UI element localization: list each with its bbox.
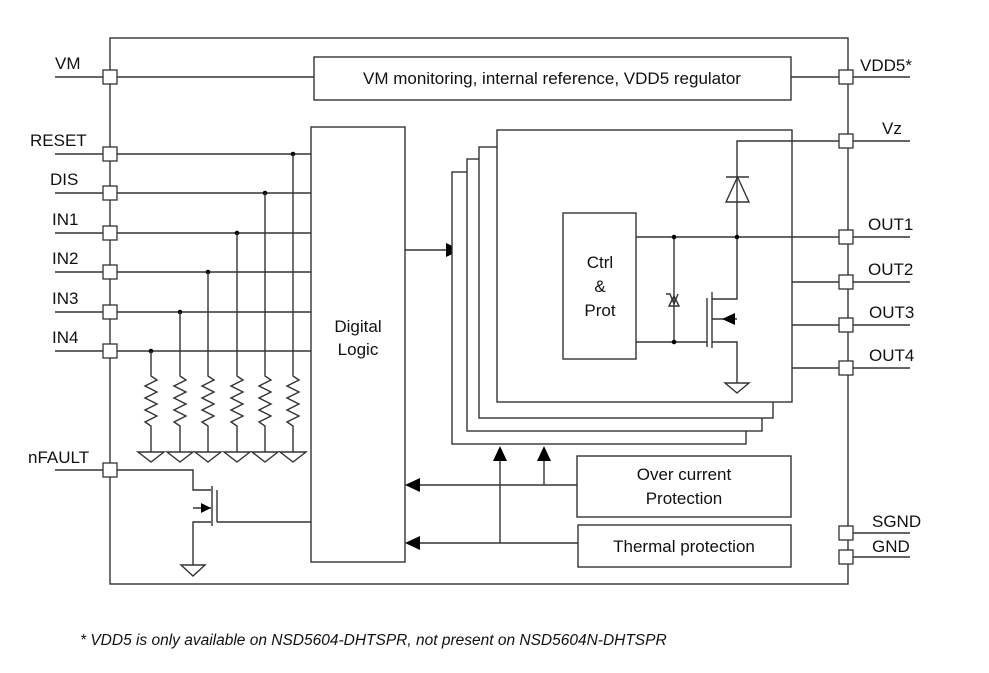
pin-label-vm: VM	[55, 54, 81, 73]
pulldown-resistor	[221, 230, 253, 463]
pin-pad-icon	[838, 229, 854, 245]
channel-1-block	[496, 129, 793, 403]
footnote: * VDD5 is only available on NSD5604-DHTS…	[80, 632, 667, 649]
vm-monitor-label: VM monitoring, internal reference, VDD5 …	[363, 69, 741, 88]
ground-icon	[135, 451, 167, 463]
resistor-icon	[172, 312, 188, 452]
ctrl-prot-block	[562, 212, 637, 360]
pins	[102, 69, 854, 565]
pin-label-gnd: GND	[872, 537, 910, 556]
pin-label-out4: OUT4	[869, 346, 914, 365]
pin-pad-icon	[102, 343, 118, 359]
pin-label-dis: DIS	[50, 170, 78, 189]
pin-pad-icon	[102, 69, 118, 85]
resistor-icon	[257, 193, 273, 452]
vm-monitor-block	[313, 56, 792, 101]
input-wires	[55, 153, 311, 352]
pulldown-resistor	[192, 269, 224, 463]
pulldown-resistor	[135, 348, 167, 463]
resistor-icon	[229, 233, 245, 452]
pin-label-in4: IN4	[52, 328, 78, 347]
pin-label-in1: IN1	[52, 210, 78, 229]
pin-pad-icon	[838, 69, 854, 85]
thermal-label: Thermal protection	[613, 537, 755, 556]
ground-icon	[723, 382, 751, 394]
prot-label: Prot	[584, 301, 615, 320]
resistor-icon	[285, 154, 301, 452]
pin-pad-icon	[838, 317, 854, 333]
pin-label-vz: Vz	[882, 119, 902, 138]
pin-pad-icon	[102, 304, 118, 320]
pulldown-resistors	[135, 151, 309, 463]
pin-pad-icon	[102, 225, 118, 241]
resistor-icon	[143, 351, 159, 452]
thermal-block	[577, 524, 792, 568]
digital-logic-label-2: Logic	[338, 340, 379, 359]
pin-label-in2: IN2	[52, 249, 78, 268]
pin-pad-icon	[838, 525, 854, 541]
pin-pad-icon	[102, 146, 118, 162]
pin-label-out1: OUT1	[868, 215, 913, 234]
pin-label-in3: IN3	[52, 289, 78, 308]
ground-icon	[192, 451, 224, 463]
ground-icon	[164, 451, 196, 463]
pin-pad-icon	[102, 185, 118, 201]
pin-pad-icon	[838, 133, 854, 149]
over-current-label-2: Protection	[646, 489, 723, 508]
pin-pad-icon	[838, 549, 854, 565]
pin-pad-icon	[102, 462, 118, 478]
ampersand-label: &	[594, 277, 606, 296]
pin-label-vdd5: VDD5*	[860, 56, 912, 75]
resistor-icon	[200, 272, 216, 452]
pin-pad-icon	[838, 274, 854, 290]
over-current-block	[576, 455, 792, 518]
pulldown-resistor	[277, 151, 309, 463]
pulldown-resistor	[164, 309, 196, 463]
pin-label-out2: OUT2	[868, 260, 913, 279]
ground-icon	[179, 564, 207, 577]
pin-label-out3: OUT3	[869, 303, 914, 322]
digital-logic-block	[310, 126, 406, 563]
over-current-label-1: Over current	[637, 465, 732, 484]
pin-label-reset: RESET	[30, 131, 87, 150]
pin-label-nfault: nFAULT	[28, 448, 89, 467]
digital-logic-label-1: Digital	[334, 317, 381, 336]
protection-wires	[405, 446, 578, 550]
pulldown-resistor	[249, 190, 281, 463]
pin-label-sgnd: SGND	[872, 512, 921, 531]
pin-pad-icon	[838, 360, 854, 376]
pin-pad-icon	[102, 264, 118, 280]
ctrl-label: Ctrl	[587, 253, 613, 272]
nfault-transistor	[55, 469, 311, 577]
ground-icon	[221, 451, 253, 463]
ground-icon	[249, 451, 281, 463]
ground-icon	[277, 451, 309, 463]
